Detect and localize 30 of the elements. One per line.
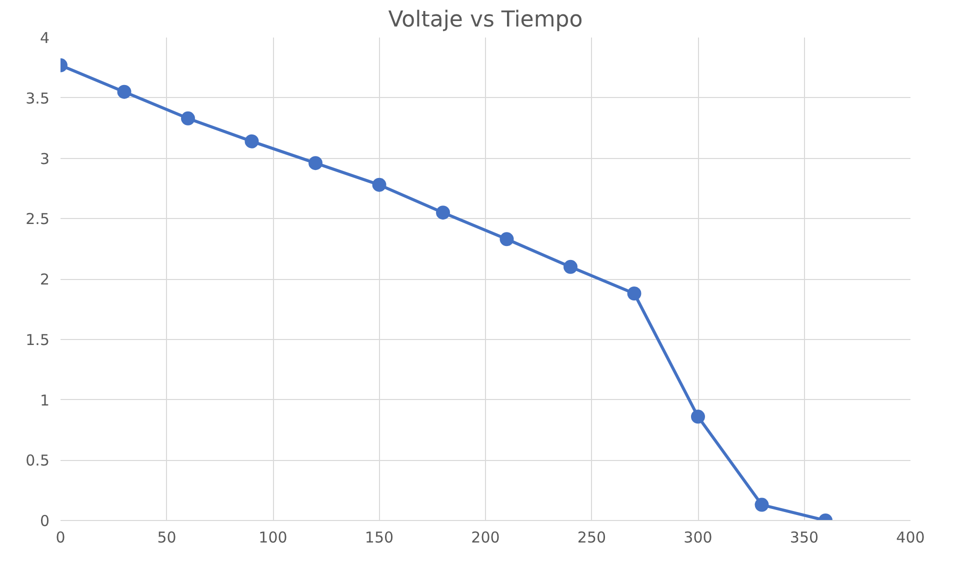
y-tick-label: 2: [40, 270, 50, 288]
x-tick-label: 50: [157, 528, 176, 546]
x-tick-label: 100: [258, 528, 288, 546]
point: [436, 206, 450, 220]
point: [181, 111, 195, 126]
point: [372, 178, 386, 192]
point: [500, 232, 514, 246]
x-tick-label: 400: [896, 528, 925, 546]
chart-title: Voltaje vs Tiempo: [388, 8, 583, 32]
y-tick-label: 1: [40, 391, 50, 410]
y-tick-label: 4: [40, 29, 50, 47]
point: [754, 498, 769, 512]
point: [308, 156, 322, 170]
y-tick-label: 3: [40, 150, 50, 168]
x-tick-label: 250: [577, 528, 606, 546]
point: [244, 134, 259, 148]
point: [117, 84, 132, 99]
point: [564, 260, 578, 274]
y-tick-label: 1.5: [26, 330, 50, 349]
y-tick-label: 2.5: [26, 210, 50, 228]
x-tick-label: 200: [471, 528, 500, 546]
x-tick-label: 150: [364, 528, 394, 546]
y-tick-label: 0.5: [26, 452, 50, 470]
y-tick-label: 0: [40, 512, 50, 530]
point: [627, 286, 642, 300]
x-tick-label: 300: [684, 528, 712, 546]
point: [691, 410, 705, 424]
y-tick-label: 3.5: [26, 89, 50, 108]
x-tick-label: 350: [790, 528, 819, 546]
x-tick-label: 0: [56, 528, 66, 546]
